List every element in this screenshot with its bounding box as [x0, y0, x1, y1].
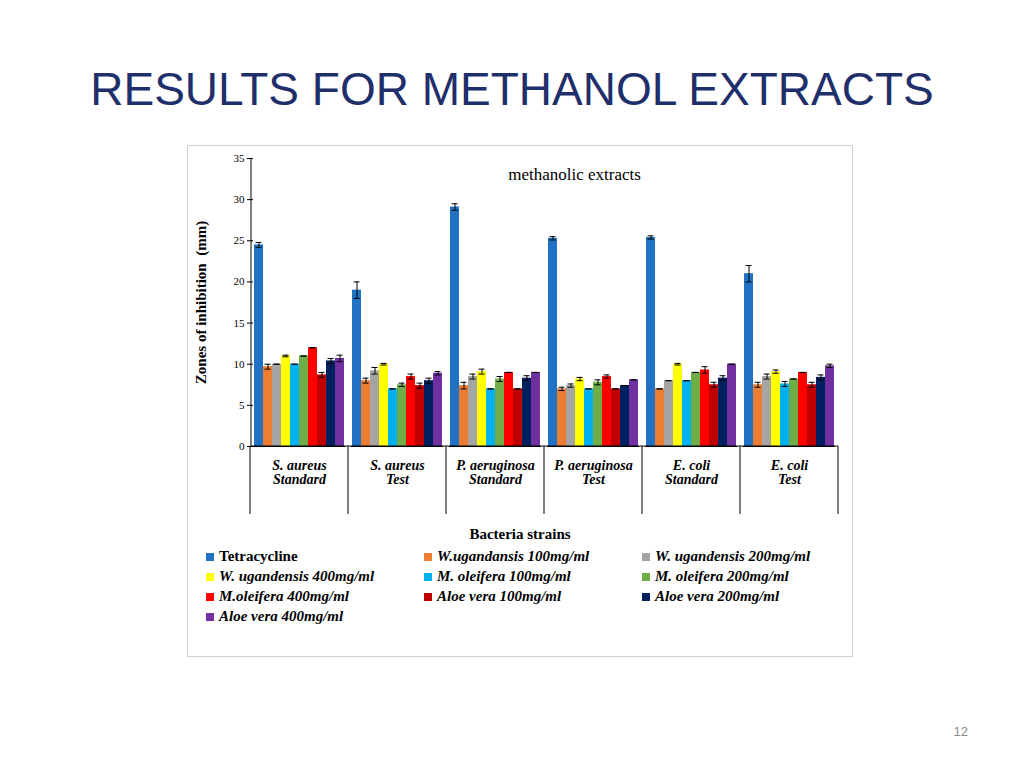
html-text:M.oleifera 400mg/ml: M.oleifera 400mg/ml: [219, 588, 349, 604]
svg-text:S. aureusStandard: S. aureusStandard: [272, 458, 327, 487]
svg-text:P. aeruginosaStandard: P. aeruginosaStandard: [456, 458, 534, 487]
svg-text:0: 0: [239, 440, 245, 452]
svg-text:15: 15: [234, 317, 246, 329]
html-text:Tetracycline: Tetracycline: [219, 548, 298, 564]
svg-text:E. coliStandard: E. coliStandard: [665, 458, 719, 487]
svg-text:Zones of inhibition (mm): Zones of inhibition (mm): [193, 221, 210, 384]
html-text:W. ugandensis 200mg/ml: W. ugandensis 200mg/ml: [655, 548, 811, 564]
html-text:Aloe vera 400mg/ml: Aloe vera 400mg/ml: [219, 608, 344, 624]
svg-text:E. coliTest: E. coliTest: [770, 458, 808, 487]
svg-text:10: 10: [234, 358, 246, 370]
svg-text:methanolic extracts: methanolic extracts: [508, 165, 641, 184]
html-text:Bacteria strains: Bacteria strains: [469, 526, 571, 542]
html-text:12: 12: [953, 724, 968, 739]
html-text:M. oleifera 100mg/ml: M. oleifera 100mg/ml: [437, 568, 571, 584]
html-text:RESULTS FOR METHANOL EXTRACTS: RESULTS FOR METHANOL EXTRACTS: [90, 63, 934, 115]
svg-text:P. aeruginosaTest: P. aeruginosaTest: [554, 458, 632, 487]
svg-text:30: 30: [234, 193, 246, 205]
html-text:M. oleifera 200mg/ml: M. oleifera 200mg/ml: [655, 568, 789, 584]
svg-text:5: 5: [239, 399, 245, 411]
svg-text:20: 20: [234, 275, 246, 287]
html-text:Aloe vera 200mg/ml: Aloe vera 200mg/ml: [655, 588, 780, 604]
svg-text:25: 25: [234, 234, 246, 246]
html-text:Aloe vera 100mg/ml: Aloe vera 100mg/ml: [437, 588, 562, 604]
html-text:W.ugandansis 100mg/ml: W.ugandansis 100mg/ml: [437, 548, 590, 564]
svg-text:35: 35: [234, 152, 246, 164]
svg-text:S. aureusTest: S. aureusTest: [370, 458, 425, 487]
html-text:W. ugandensis 400mg/ml: W. ugandensis 400mg/ml: [219, 568, 375, 584]
